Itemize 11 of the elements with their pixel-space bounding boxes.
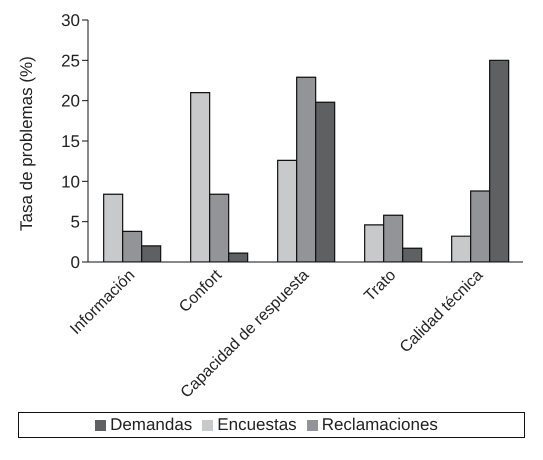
y-tick-label: 0 — [70, 253, 80, 272]
y-tick-label: 10 — [61, 172, 80, 192]
legend-label: Encuestas — [217, 415, 297, 434]
legend-label: Demandas — [110, 415, 192, 434]
y-axis-title: Tasa de problemas (%) — [17, 56, 36, 231]
y-tick-label: 25 — [61, 51, 80, 70]
y-tick-label: 15 — [61, 132, 80, 152]
y-tick-label: 30 — [61, 11, 80, 30]
y-tick-label: 5 — [70, 212, 80, 232]
legend-label: Reclamaciones — [322, 415, 438, 434]
y-tick-label: 20 — [61, 92, 80, 111]
